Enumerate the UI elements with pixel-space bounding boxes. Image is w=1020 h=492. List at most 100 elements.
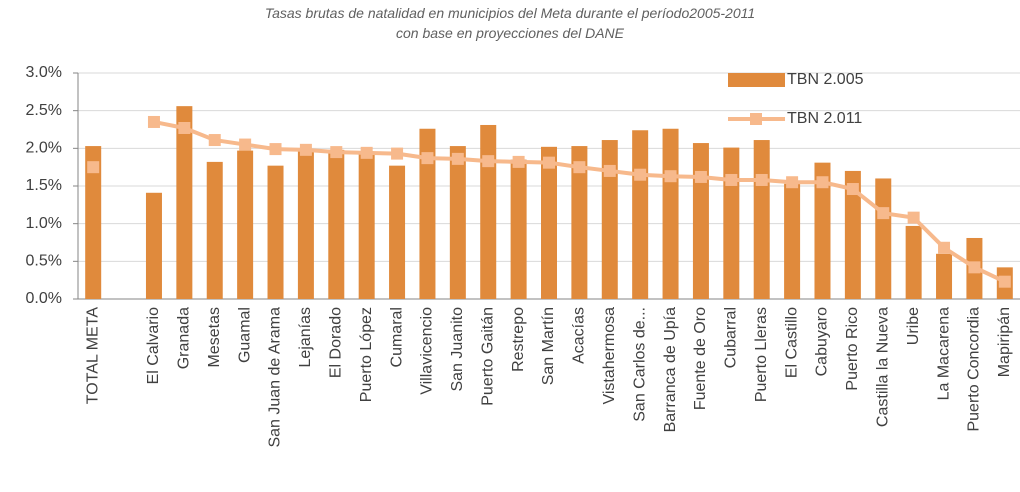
x-tick-label: Vistahermosa — [601, 307, 618, 405]
bar — [206, 161, 223, 299]
bar — [844, 170, 861, 299]
line-marker — [512, 155, 525, 168]
x-tick-label: Cubarral — [723, 307, 740, 368]
line-marker — [87, 161, 100, 174]
bar — [297, 149, 314, 299]
bar — [784, 183, 801, 299]
x-tick-label: Puerto Rico — [844, 307, 861, 391]
line-marker — [573, 161, 586, 174]
x-tick-label: La Macarena — [935, 307, 952, 400]
line-marker — [694, 170, 707, 183]
x-tick-label: Fuente de Oro — [692, 307, 709, 410]
y-tick-label: 2.5% — [26, 102, 62, 119]
x-tick-label: El Calvario — [145, 307, 162, 384]
bar — [449, 146, 466, 299]
x-tick-label: Castilla la Nueva — [874, 307, 891, 427]
x-tick-label: Cumaral — [388, 307, 405, 367]
line-marker — [178, 121, 191, 134]
y-tick-label: 3.0% — [26, 64, 62, 81]
x-tick-label: Acacías — [571, 307, 588, 364]
line-marker — [755, 173, 768, 186]
bar — [85, 146, 102, 299]
bar — [875, 178, 892, 299]
legend-swatch — [750, 113, 762, 125]
y-tick-label: 1.5% — [26, 177, 62, 194]
line-marker — [299, 143, 312, 156]
line-marker — [603, 164, 616, 177]
line-marker — [239, 138, 252, 151]
chart-title: Tasas brutas de natalidad en municipios … — [265, 5, 755, 21]
x-tick-label: Villavicencio — [419, 307, 436, 395]
legend-label: TBN 2.005 — [787, 71, 864, 88]
x-tick-label: Puerto Lleras — [753, 307, 770, 402]
bar — [723, 147, 740, 299]
bar — [905, 225, 922, 299]
y-tick-label: 0.5% — [26, 253, 62, 270]
x-tick-label: San Carlos de... — [631, 307, 648, 422]
line-marker — [330, 146, 343, 159]
line-marker — [725, 173, 738, 186]
bar — [419, 128, 436, 299]
bar — [692, 143, 709, 299]
line-marker — [938, 241, 951, 254]
x-tick-label: San Martín — [540, 307, 557, 385]
bar — [571, 146, 588, 299]
bar — [936, 253, 953, 299]
x-tick-label: Guamal — [236, 307, 253, 363]
x-tick-label: San Juan de Arama — [267, 307, 284, 448]
line-marker — [846, 183, 859, 196]
bar — [541, 146, 557, 299]
x-tick-label: Mapiripán — [996, 307, 1013, 377]
x-tick-label: Lejanías — [297, 307, 314, 368]
bar — [358, 152, 375, 299]
bar — [145, 192, 162, 299]
line-marker — [634, 168, 647, 181]
line-marker — [998, 275, 1011, 288]
x-tick-label: El Castillo — [783, 307, 800, 378]
line-marker — [816, 176, 829, 189]
bar — [480, 124, 497, 299]
bar — [176, 106, 193, 299]
x-tick-label: Puerto López — [358, 307, 375, 402]
bar — [510, 159, 527, 299]
bar — [601, 140, 618, 299]
bar — [328, 149, 345, 299]
bar — [814, 162, 831, 299]
x-tick-label: Barranca de Upía — [662, 307, 679, 433]
line-marker — [208, 134, 221, 147]
line-marker — [664, 170, 677, 183]
bar — [662, 128, 679, 299]
line-marker — [543, 156, 555, 169]
line-marker — [907, 211, 920, 224]
bar — [389, 165, 406, 299]
x-tick-label: Cabuyaro — [814, 307, 831, 376]
x-tick-label: El Dorado — [328, 307, 345, 378]
x-tick-label: San Juanito — [449, 307, 466, 392]
x-tick-label: Puerto Gaitán — [479, 307, 496, 406]
line-marker — [147, 115, 160, 128]
x-tick-label: Uribe — [905, 307, 922, 345]
bar — [632, 130, 649, 299]
y-tick-label: 1.0% — [26, 215, 62, 232]
line-marker — [968, 261, 981, 274]
x-tick-label: Granada — [176, 307, 193, 369]
line-marker — [786, 176, 799, 189]
bar — [237, 150, 254, 299]
line-marker — [877, 207, 890, 220]
legend-label: TBN 2.011 — [787, 110, 862, 127]
line-marker — [482, 155, 495, 168]
y-tick-label: 0.0% — [26, 290, 62, 307]
line-marker — [269, 143, 282, 156]
line-marker — [451, 152, 464, 165]
line-marker — [391, 147, 404, 160]
x-tick-label: TOTAL META — [84, 307, 101, 405]
x-tick-label: Puerto Concordia — [966, 307, 983, 432]
x-tick-label: Mesetas — [206, 307, 223, 367]
legend-swatch — [728, 73, 785, 87]
x-tick-label: Restrepo — [510, 307, 527, 372]
line-marker — [421, 152, 434, 165]
y-tick-label: 2.0% — [26, 140, 62, 157]
bar — [753, 140, 770, 299]
line-marker — [360, 146, 373, 159]
